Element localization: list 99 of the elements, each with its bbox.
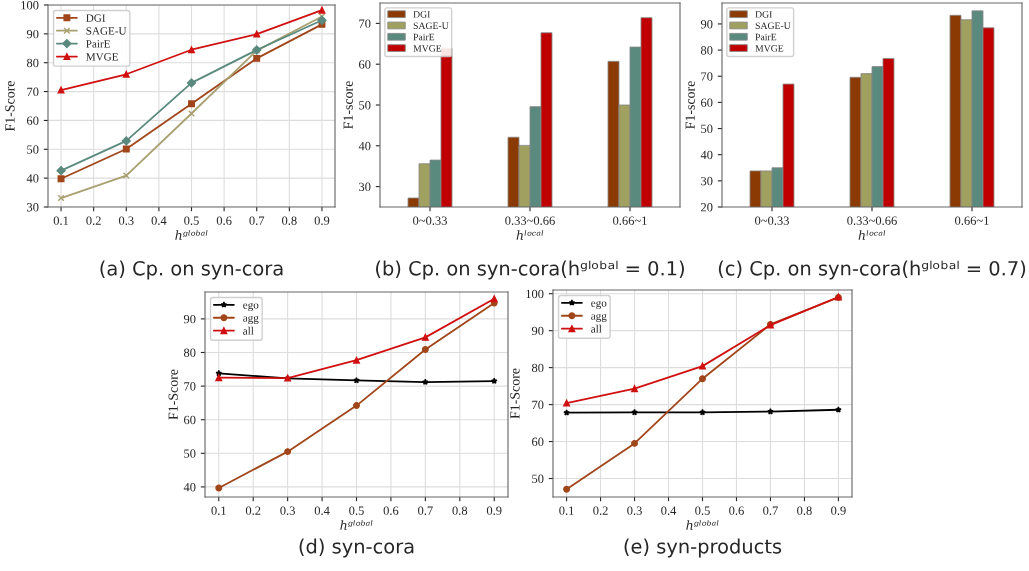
y-tick-label: 90 [531, 326, 544, 336]
legend-label: all [591, 324, 602, 333]
y-tick-label: 40 [26, 174, 39, 183]
y-tick-label: 30 [27, 203, 39, 212]
y-tick-label: 70 [184, 382, 196, 391]
x-tick-label: 0.1 [559, 506, 574, 515]
x-tick-label: 0.2 [245, 506, 261, 515]
x-tick-label: 0.8 [452, 506, 468, 515]
y-tick-label: 90 [26, 29, 39, 39]
y-tick-label: 60 [27, 116, 39, 125]
x-axis-title: hᵍˡᵒᵇᵃˡ [686, 520, 719, 530]
legend-label: DGI [413, 11, 430, 18]
text: (d) syn-cora [299, 538, 414, 558]
y-tick-label: 70 [359, 19, 371, 28]
legend-label: DGI [86, 14, 106, 22]
legend-label: MVGE [413, 45, 442, 52]
y-tick-label: 60 [701, 98, 713, 107]
y-tick-label: 40 [183, 482, 196, 492]
y-tick-label: 80 [183, 348, 196, 357]
y-tick-label: 40 [700, 150, 713, 160]
legend-label: PairE [413, 33, 435, 41]
x-tick-label: 0.9 [831, 506, 846, 515]
text: (a) Cp. on syn-cora [100, 260, 283, 280]
x-tick-label: 0.7 [418, 506, 433, 515]
x-tick-label: 0.8 [282, 216, 297, 225]
x-tick-label: 0.8 [797, 506, 812, 515]
x-axis-title: hˡᵒᶜᵃˡ [858, 230, 886, 240]
x-tick-label: 0.3 [118, 216, 134, 225]
x-tick-label: 0.4 [151, 216, 167, 225]
y-tick-label: 30 [359, 182, 371, 192]
legend-label: MVGE [86, 53, 118, 61]
x-tick-label: 0.7 [763, 506, 778, 515]
y-axis-title: F1-score [685, 81, 695, 129]
legend-label: agg [243, 315, 259, 325]
y-tick-label: 50 [359, 101, 371, 110]
x-tick-label: 0.33~0.66 [505, 216, 555, 225]
x-tick-label: 0.66~1 [613, 216, 647, 225]
x-tick-label: 0.4 [314, 506, 330, 515]
y-tick-label: 50 [184, 449, 196, 458]
x-axis-title: hᵍˡᵒᵇᵃˡ [340, 520, 373, 530]
y-tick-label: 80 [700, 46, 713, 55]
x-tick-label: 0.1 [211, 506, 226, 515]
legend-label: ego [243, 302, 259, 312]
x-tick-label: 0.9 [486, 506, 502, 515]
x-tick-label: 0~0.33 [413, 216, 447, 225]
x-tick-label: 0.6 [216, 216, 232, 225]
x-tick-label: 0.5 [695, 506, 710, 515]
legend-label: PairE [86, 40, 110, 48]
legend-label: SAGE-U [86, 27, 127, 35]
x-tick-label: 0.5 [349, 506, 364, 515]
legend-label: SAGE-U [755, 22, 791, 29]
y-tick-label: 60 [532, 437, 544, 447]
x-tick-label: 0.7 [249, 216, 265, 225]
text: (b) Cp. on syn-cora(hᵍˡᵒᵇᵃˡ = 0.1) [376, 260, 684, 280]
legend-label: agg [591, 313, 607, 323]
legend-label: PairE [755, 33, 777, 41]
x-axis-title: hᵍˡᵒᵇᵃˡ [175, 230, 208, 240]
y-tick-label: 60 [184, 415, 196, 425]
y-tick-label: 80 [26, 58, 39, 68]
x-tick-label: 0.3 [627, 506, 642, 515]
x-axis-title: hˡᵒᶜᵃˡ [516, 230, 544, 240]
y-tick-label: 70 [701, 72, 713, 81]
y-tick-label: 100 [526, 289, 544, 299]
y-axis-title: F1-Score [168, 369, 178, 420]
x-tick-label: 0~0.33 [755, 216, 789, 225]
y-tick-label: 70 [27, 87, 39, 97]
y-axis-title: F1-score [343, 81, 353, 129]
x-tick-label: 0.1 [53, 216, 69, 225]
y-tick-label: 60 [359, 60, 371, 69]
legend-label: MVGE [755, 45, 784, 52]
legend-label: ego [591, 300, 607, 310]
x-tick-label: 0.33~0.66 [847, 216, 897, 225]
text: (c) Cp. on syn-cora(hᵍˡᵒᵇᵃˡ = 0.7) [718, 260, 1026, 280]
y-tick-label: 30 [701, 176, 713, 186]
y-tick-label: 70 [532, 400, 544, 410]
y-tick-label: 100 [21, 1, 39, 10]
legend-label: all [243, 326, 254, 335]
x-tick-label: 0.6 [729, 506, 744, 515]
text: (e) syn-products [624, 538, 782, 558]
x-tick-label: 0.2 [86, 216, 101, 225]
y-tick-label: 90 [700, 19, 713, 29]
y-tick-label: 80 [531, 363, 544, 373]
legend-label: DGI [755, 11, 772, 18]
x-tick-label: 0.9 [314, 216, 330, 225]
x-tick-label: 0.66~1 [955, 216, 989, 225]
y-axis-title: F1-Score [5, 81, 15, 132]
x-tick-label: 0.5 [184, 216, 199, 225]
y-tick-label: 50 [27, 145, 39, 154]
y-tick-label: 40 [358, 141, 371, 151]
x-tick-label: 0.3 [280, 506, 295, 515]
y-tick-label: 20 [701, 203, 713, 212]
x-tick-label: 0.2 [593, 506, 608, 515]
y-tick-label: 50 [532, 474, 544, 483]
x-tick-label: 0.4 [661, 506, 677, 515]
y-tick-label: 50 [701, 124, 713, 133]
x-tick-label: 0.6 [383, 506, 399, 515]
y-axis-title: F1-Score [510, 368, 520, 419]
legend-label: SAGE-U [413, 22, 449, 29]
y-tick-label: 90 [183, 314, 196, 324]
